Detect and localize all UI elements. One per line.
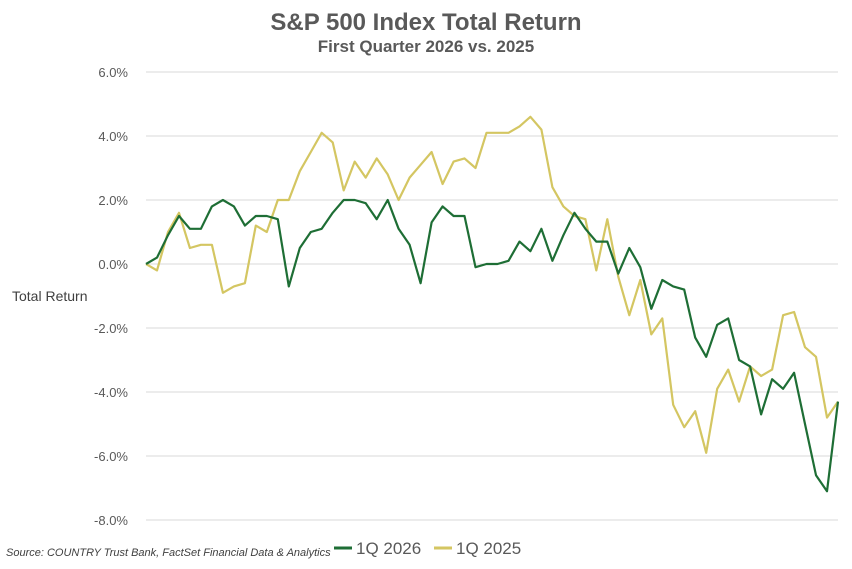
y-tick-label: -4.0% — [94, 385, 128, 400]
y-tick-label: 2.0% — [98, 193, 128, 208]
series-line-1q-2025 — [145, 115, 839, 454]
series-line-1q-2026 — [145, 198, 840, 493]
y-tick-label: 4.0% — [98, 129, 128, 144]
gridlines — [146, 71, 838, 521]
y-axis-label: Total Return — [12, 288, 87, 304]
source-note: Source: COUNTRY Trust Bank, FactSet Fina… — [6, 547, 331, 559]
y-tick-label: 0.0% — [98, 257, 128, 272]
y-tick-label: -8.0% — [94, 513, 128, 528]
legend-label-1q-2025: 1Q 2025 — [456, 539, 521, 558]
y-tick-label: -2.0% — [94, 321, 128, 336]
legend-label-1q-2026: 1Q 2026 — [356, 539, 421, 558]
series-lines — [145, 115, 840, 493]
chart-title: S&P 500 Index Total Return — [270, 9, 581, 36]
legend: 1Q 2026 1Q 2025 — [334, 539, 521, 558]
chart-subtitle: First Quarter 2026 vs. 2025 — [318, 37, 534, 56]
y-tick-label: -6.0% — [94, 449, 128, 464]
y-tick-label: 6.0% — [98, 65, 128, 80]
y-axis-ticks: 6.0% 4.0% 2.0% 0.0% -2.0% -4.0% -6.0% -8.0% — [94, 65, 128, 528]
